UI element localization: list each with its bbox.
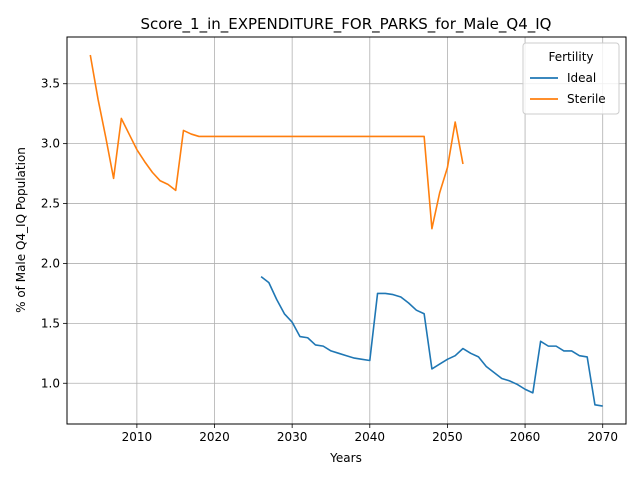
y-tick-label: 3.5 — [41, 77, 60, 91]
x-tick-label: 2030 — [277, 430, 308, 444]
y-axis-ticks: 1.0 1.5 2.0 2.5 3.0 3.5 — [41, 77, 67, 390]
y-tick-label: 2.5 — [41, 197, 60, 211]
grid — [67, 37, 626, 424]
x-tick-label: 2040 — [355, 430, 386, 444]
y-axis-label: % of Male Q4_IQ Population — [14, 147, 28, 313]
y-tick-label: 1.0 — [41, 376, 60, 390]
legend-label-ideal: Ideal — [567, 71, 596, 85]
x-tick-label: 2070 — [587, 430, 618, 444]
plot-frame — [66, 36, 627, 425]
legend-label-sterile: Sterile — [567, 92, 606, 106]
series-line-ideal — [260, 275, 603, 407]
x-axis-ticks: 2010 2020 2030 2040 2050 2060 2070 — [122, 424, 618, 444]
x-tick-label: 2060 — [510, 430, 541, 444]
y-tick-label: 2.0 — [41, 256, 60, 270]
y-tick-label: 1.5 — [41, 316, 60, 330]
x-tick-label: 2050 — [432, 430, 463, 444]
x-tick-label: 2020 — [199, 430, 230, 444]
series-line-sterile — [89, 54, 464, 230]
x-axis-label: Years — [329, 451, 362, 465]
legend-title: Fertility — [548, 50, 593, 64]
chart-title: Score_1_in_EXPENDITURE_FOR_PARKS_for_Mal… — [141, 15, 552, 34]
legend-box — [522, 42, 620, 115]
x-tick-label: 2010 — [122, 430, 153, 444]
legend: Fertility Ideal Sterile — [522, 42, 620, 115]
y-tick-label: 3.0 — [41, 137, 60, 151]
plot-lines — [89, 54, 603, 407]
